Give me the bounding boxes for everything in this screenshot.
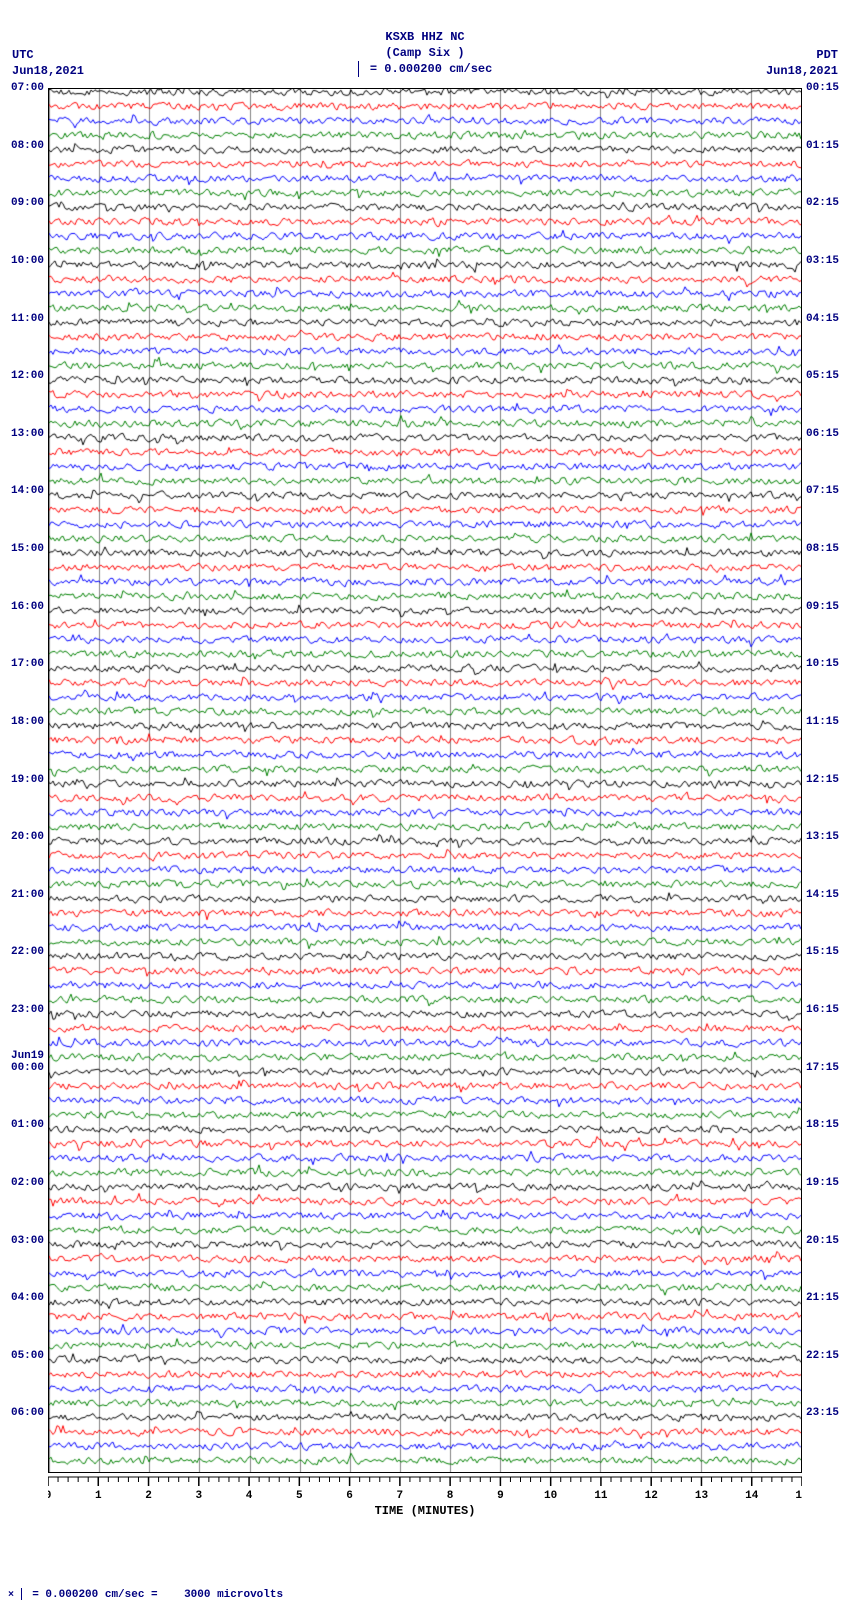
svg-text:6: 6 <box>346 1490 353 1502</box>
right-time-label: 06:15 <box>806 428 839 440</box>
left-time-label: 04:00 <box>11 1292 44 1304</box>
right-time-labels: 00:1501:1502:1503:1504:1505:1506:1507:15… <box>804 88 850 1473</box>
right-time-label: 11:15 <box>806 716 839 728</box>
scale-line: = 0.000200 cm/sec <box>0 61 850 78</box>
right-time-label: 01:15 <box>806 140 839 152</box>
left-time-label: 05:00 <box>11 1350 44 1362</box>
left-time-label: 20:00 <box>11 831 44 843</box>
svg-text:8: 8 <box>447 1490 454 1502</box>
right-time-label: 18:15 <box>806 1119 839 1131</box>
x-axis-label: TIME (MINUTES) <box>48 1504 802 1518</box>
right-time-label: 10:15 <box>806 658 839 670</box>
svg-text:2: 2 <box>145 1490 152 1502</box>
svg-text:13: 13 <box>695 1490 709 1502</box>
svg-text:5: 5 <box>296 1490 303 1502</box>
left-time-label: 03:00 <box>11 1235 44 1247</box>
right-time-label: 05:15 <box>806 370 839 382</box>
svg-text:12: 12 <box>645 1490 658 1502</box>
left-time-label: 13:00 <box>11 428 44 440</box>
footer-scale-value: = 0.000200 cm/sec = <box>32 1589 157 1601</box>
left-time-label: 06:00 <box>11 1407 44 1419</box>
svg-text:14: 14 <box>745 1490 759 1502</box>
left-time-label: 08:00 <box>11 140 44 152</box>
svg-text:15: 15 <box>795 1490 802 1502</box>
right-time-label: 08:15 <box>806 543 839 555</box>
left-time-label: 23:00 <box>11 1004 44 1016</box>
right-time-label: 15:15 <box>806 946 839 958</box>
right-time-label: 23:15 <box>806 1407 839 1419</box>
left-time-label: 10:00 <box>11 255 44 267</box>
title-block: KSXB HHZ NC (Camp Six ) = 0.000200 cm/se… <box>0 30 850 78</box>
left-time-label: 11:00 <box>11 313 44 325</box>
left-time-label: 07:00 <box>11 82 44 94</box>
helicorder-canvas <box>49 89 801 1472</box>
right-time-label: 12:15 <box>806 774 839 786</box>
station-channel: KSXB HHZ NC <box>0 30 850 46</box>
left-time-label: 18:00 <box>11 716 44 728</box>
svg-text:7: 7 <box>397 1490 404 1502</box>
right-time-label: 03:15 <box>806 255 839 267</box>
right-time-label: 07:15 <box>806 485 839 497</box>
right-time-label: 09:15 <box>806 601 839 613</box>
right-time-label: 02:15 <box>806 197 839 209</box>
footer-microvolts: 3000 microvolts <box>184 1589 283 1601</box>
left-time-label: 21:00 <box>11 889 44 901</box>
left-time-label: 17:00 <box>11 658 44 670</box>
footer-scale: × = 0.000200 cm/sec = 3000 microvolts <box>8 1588 283 1601</box>
right-time-label: 17:15 <box>806 1062 839 1074</box>
scale-bar-icon <box>358 61 359 77</box>
right-time-label: 22:15 <box>806 1350 839 1362</box>
left-time-label: 01:00 <box>11 1119 44 1131</box>
left-time-label: 16:00 <box>11 601 44 613</box>
svg-text:4: 4 <box>246 1490 253 1502</box>
footer-scale-bar-icon <box>21 1588 22 1600</box>
left-time-label: 02:00 <box>11 1177 44 1189</box>
left-time-label: 19:00 <box>11 774 44 786</box>
header-right-date: Jun18,2021 <box>766 64 838 80</box>
header-right-tz: PDT <box>766 48 838 64</box>
station-location: (Camp Six ) <box>0 46 850 62</box>
right-time-label: 00:15 <box>806 82 839 94</box>
svg-text:0: 0 <box>48 1490 51 1502</box>
scale-value: = 0.000200 cm/sec <box>370 62 492 76</box>
right-time-label: 04:15 <box>806 313 839 325</box>
left-time-label: 12:00 <box>11 370 44 382</box>
svg-text:10: 10 <box>544 1490 557 1502</box>
page: UTC Jun18,2021 KSXB HHZ NC (Camp Six ) =… <box>0 0 850 1613</box>
x-axis: 0123456789101112131415 TIME (MINUTES) <box>48 1476 802 1526</box>
right-time-label: 20:15 <box>806 1235 839 1247</box>
header-pdt-block: PDT Jun18,2021 <box>766 48 838 79</box>
left-time-label: 14:00 <box>11 485 44 497</box>
left-time-labels: 07:0008:0009:0010:0011:0012:0013:0014:00… <box>0 88 46 1473</box>
left-time-label: 15:00 <box>11 543 44 555</box>
left-time-label: Jun1900:00 <box>11 1050 44 1074</box>
svg-text:3: 3 <box>195 1490 202 1502</box>
right-time-label: 14:15 <box>806 889 839 901</box>
right-time-label: 16:15 <box>806 1004 839 1016</box>
left-time-label: 22:00 <box>11 946 44 958</box>
svg-text:9: 9 <box>497 1490 504 1502</box>
right-time-label: 13:15 <box>806 831 839 843</box>
right-time-label: 21:15 <box>806 1292 839 1304</box>
helicorder-plot <box>48 88 802 1473</box>
left-time-label: 09:00 <box>11 197 44 209</box>
right-time-label: 19:15 <box>806 1177 839 1189</box>
svg-text:11: 11 <box>594 1490 608 1502</box>
svg-text:1: 1 <box>95 1490 102 1502</box>
x-axis-ticks: 0123456789101112131415 <box>48 1476 802 1502</box>
